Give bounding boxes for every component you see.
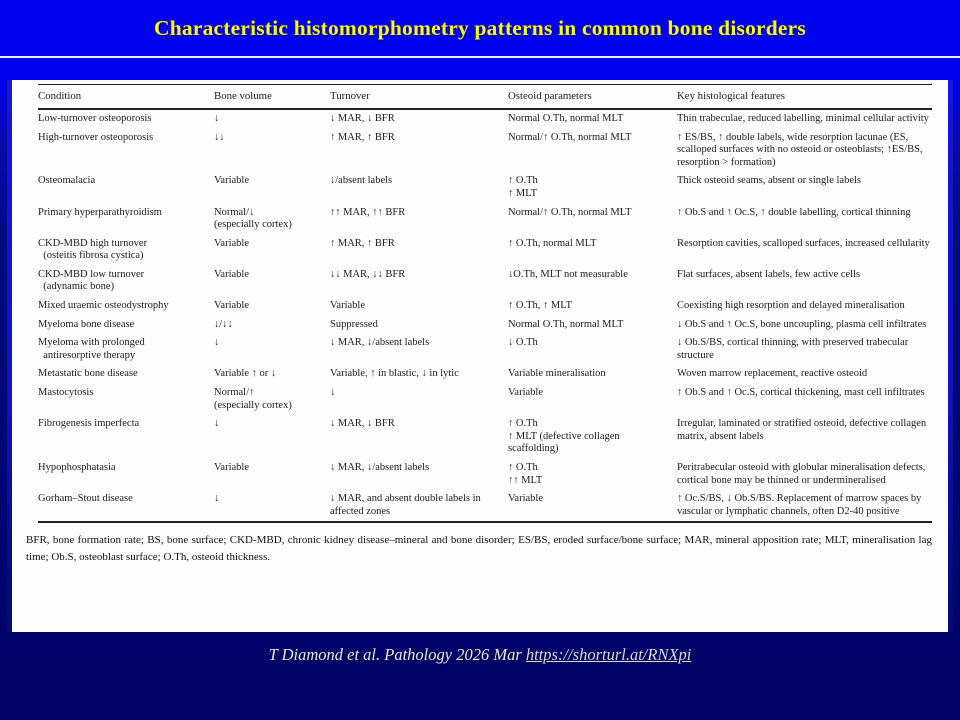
cell-condition: CKD-MBD high turnover (osteitis fibrosa … bbox=[38, 237, 148, 262]
cell-turnover: Variable, ↑ in blastic, ↓ in lytic bbox=[330, 368, 459, 380]
cell-turnover: Suppressed bbox=[330, 318, 378, 330]
table-row: Metastatic bone disease Variable ↑ or ↓ Va… bbox=[38, 365, 932, 384]
cell-features: ↓ Ob.S and ↑ Oc.S, bone uncoupling, plas… bbox=[677, 318, 927, 330]
cell-condition: Primary hyperparathyroidism bbox=[38, 206, 162, 218]
cell-turnover: ↓↓ MAR, ↓↓ BFR bbox=[330, 268, 406, 280]
table-row: Low-turnover osteoporosis ↓ ↓ MAR, ↓ BFR No… bbox=[38, 109, 932, 129]
cell-condition: High-turnover osteoporosis bbox=[38, 131, 154, 143]
cell-features: Thick osteoid seams, absent or single la… bbox=[677, 175, 862, 187]
column-header: Condition bbox=[38, 90, 82, 102]
table-row: Primary hyperparathyroidism Normal/↓ (esp… bbox=[38, 204, 932, 235]
table-card: Condition Bone volume Turnover Osteoid para… bbox=[7, 80, 953, 632]
cell-features: ↑ Oc.S/BS, ↓ Ob.S/BS. Replacement of mar… bbox=[677, 493, 922, 517]
cell-osteoid: Variable bbox=[508, 493, 543, 505]
cell-bone-volume: ↓ bbox=[214, 337, 220, 349]
cell-turnover: ↓ MAR, ↓/absent labels bbox=[330, 462, 430, 474]
table-row: Osteomalacia Variable ↓/absent labels ↑ O.T… bbox=[38, 172, 932, 203]
cell-bone-volume: Variable bbox=[214, 237, 249, 249]
cell-osteoid: Normal/↑ O.Th, normal MLT bbox=[508, 131, 632, 143]
table-row: Mastocytosis Normal/↑ (especially cortex)… bbox=[38, 384, 932, 415]
cell-turnover: ↓ bbox=[330, 387, 336, 399]
citation: T Diamond et al. Pathology 2026 Mar http… bbox=[0, 645, 960, 665]
cell-condition: Fibrogenesis imperfecta bbox=[38, 418, 140, 430]
table-row: CKD-MBD low turnover (adynamic bone) Vari… bbox=[38, 266, 932, 297]
cell-features: Flat surfaces, absent labels, few active… bbox=[677, 268, 861, 280]
cell-condition: Myeloma with prolonged antiresorptive th… bbox=[38, 337, 145, 361]
cell-features: ↑ ES/BS, ↑ double labels, wide resorptio… bbox=[677, 131, 923, 168]
histomorphometry-table: Condition Bone volume Turnover Osteoid para… bbox=[38, 84, 932, 523]
table-row: CKD-MBD high turnover (osteitis fibrosa … bbox=[38, 235, 932, 266]
cell-condition: Mastocytosis bbox=[38, 387, 94, 399]
cell-osteoid: ↑ O.Th ↑ MLT bbox=[508, 175, 538, 199]
cell-condition: Osteomalacia bbox=[38, 175, 96, 187]
table-row: Myeloma bone disease ↓/↓↓ Suppressed Normal… bbox=[38, 316, 932, 335]
cell-turnover: ↓ MAR, ↓ BFR bbox=[330, 418, 395, 430]
cell-bone-volume: Variable bbox=[214, 268, 249, 280]
column-header: Bone volume bbox=[214, 90, 272, 102]
column-header: Turnover bbox=[330, 90, 370, 102]
table-row: Hypophosphatasia Variable ↓ MAR, ↓/absent … bbox=[38, 459, 932, 490]
cell-bone-volume: ↓ bbox=[214, 493, 220, 505]
cell-osteoid: Variable bbox=[508, 387, 543, 399]
cell-condition: Metastatic bone disease bbox=[38, 368, 138, 380]
cell-turnover: ↑ MAR, ↑ BFR bbox=[330, 131, 395, 143]
cell-features: Resorption cavities, scalloped surfaces,… bbox=[677, 237, 930, 249]
table-row: Gorham–Stout disease ↓ ↓ MAR, and absent d… bbox=[38, 490, 932, 522]
cell-turnover: ↓ MAR, ↓/absent labels bbox=[330, 337, 430, 349]
cell-bone-volume: ↓/↓↓ bbox=[214, 318, 233, 330]
cell-osteoid: Variable mineralisation bbox=[508, 368, 606, 380]
cell-osteoid: ↓ O.Th bbox=[508, 337, 538, 349]
cell-features: ↑ Ob.S and ↑ Oc.S, ↑ double labelling, c… bbox=[677, 206, 911, 218]
cell-bone-volume: Variable bbox=[214, 462, 249, 474]
citation-text: T Diamond et al. Pathology 2026 Mar bbox=[268, 645, 526, 664]
cell-turnover: ↑↑ MAR, ↑↑ BFR bbox=[330, 206, 406, 218]
cell-features: Peritrabecular osteoid with globular min… bbox=[677, 462, 926, 486]
cell-condition: Mixed uraemic osteodystrophy bbox=[38, 300, 169, 312]
cell-bone-volume: ↓↓ bbox=[214, 131, 225, 143]
cell-condition: CKD-MBD low turnover (adynamic bone) bbox=[38, 268, 145, 293]
slide-title: Characteristic histomorphometry patterns… bbox=[154, 15, 806, 40]
column-header: Osteoid parameters bbox=[508, 90, 592, 102]
cell-bone-volume: Variable bbox=[214, 300, 249, 312]
cell-features: ↓ Ob.S/BS, cortical thinning, with prese… bbox=[677, 337, 909, 361]
cell-condition: Low-turnover osteoporosis bbox=[38, 112, 152, 124]
cell-osteoid: Normal O.Th, normal MLT bbox=[508, 112, 624, 124]
cell-osteoid: ↑ O.Th ↑ MLT (defective collagen scaffol… bbox=[508, 418, 620, 455]
table-header-row: Condition Bone volume Turnover Osteoid para… bbox=[38, 85, 932, 109]
title-band: Characteristic histomorphometry patterns… bbox=[0, 0, 960, 58]
cell-turnover: ↓ MAR, and absent double labels in affec… bbox=[330, 493, 481, 517]
cell-condition: Myeloma bone disease bbox=[38, 318, 135, 330]
cell-osteoid: ↑ O.Th, normal MLT bbox=[508, 237, 597, 249]
cell-osteoid: Normal O.Th, normal MLT bbox=[508, 318, 624, 330]
cell-bone-volume: Normal/↑ (especially cortex) bbox=[214, 387, 292, 411]
cell-turnover: Variable bbox=[330, 300, 365, 312]
cell-condition: Hypophosphatasia bbox=[38, 462, 116, 474]
cell-osteoid: ↓O.Th, MLT not measurable bbox=[508, 268, 628, 280]
cell-bone-volume: ↓ bbox=[214, 418, 220, 430]
table-row: Myeloma with prolonged antiresorptive th… bbox=[38, 334, 932, 365]
citation-link[interactable]: https://shorturl.at/RNXpi bbox=[525, 645, 692, 664]
cell-features: Woven marrow replacement, reactive osteo… bbox=[677, 368, 868, 380]
cell-turnover: ↓/absent labels bbox=[330, 175, 393, 187]
cell-turnover: ↓ MAR, ↓ BFR bbox=[330, 112, 395, 124]
cell-bone-volume: Variable bbox=[214, 175, 249, 187]
cell-features: Thin trabeculae, reduced labelling, mini… bbox=[677, 112, 929, 124]
cell-bone-volume: ↓ bbox=[214, 112, 220, 124]
cell-osteoid: ↑ O.Th ↑↑ MLT bbox=[508, 462, 543, 486]
table-row: Mixed uraemic osteodystrophy Variable Vari… bbox=[38, 297, 932, 316]
table-footnote: BFR, bone formation rate; BS, bone surfa… bbox=[26, 534, 932, 563]
cell-turnover: ↑ MAR, ↑ BFR bbox=[330, 237, 395, 249]
cell-features: Coexisting high resorption and delayed m… bbox=[677, 300, 905, 312]
cell-condition: Gorham–Stout disease bbox=[38, 493, 133, 505]
cell-bone-volume: Normal/↓ (especially cortex) bbox=[214, 206, 292, 231]
column-header: Key histological features bbox=[677, 90, 785, 102]
cell-features: Irregular, laminated or stratified osteo… bbox=[677, 418, 927, 442]
cell-features: ↑ Ob.S and ↑ Oc.S, cortical thickening, … bbox=[677, 387, 925, 399]
table-row: High-turnover osteoporosis ↓↓ ↑ MAR, ↑ BFR… bbox=[38, 129, 932, 173]
cell-osteoid: Normal/↑ O.Th, normal MLT bbox=[508, 206, 632, 218]
cell-bone-volume: Variable ↑ or ↓ bbox=[214, 368, 277, 380]
cell-osteoid: ↑ O.Th, ↑ MLT bbox=[508, 300, 573, 312]
table-row: Fibrogenesis imperfecta ↓ ↓ MAR, ↓ BFR ↑ O.… bbox=[38, 415, 932, 459]
